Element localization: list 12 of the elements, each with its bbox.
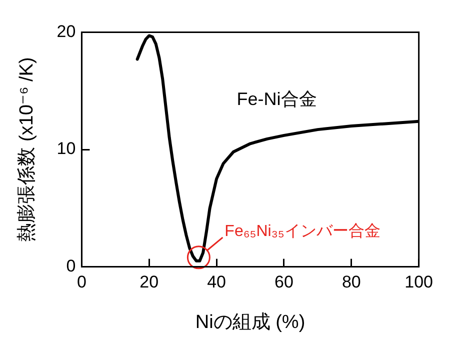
x-axis-title: Niの組成 (%) — [195, 312, 306, 333]
x-tick-label: 40 — [207, 272, 226, 292]
x-tick-label: 80 — [342, 272, 361, 292]
y-tick-label: 0 — [66, 256, 76, 276]
x-tick-label: 100 — [404, 272, 434, 292]
y-tick-label: 20 — [56, 22, 76, 41]
annotation: Fe₆₅Ni₃₅インバー合金 — [224, 222, 380, 240]
annotation: Fe-Ni合金 — [236, 89, 317, 110]
y-axis-title: 熱膨張係数 (x10⁻⁶ /K) — [16, 57, 38, 242]
x-tick-label: 20 — [140, 272, 159, 292]
x-tick-label: 60 — [274, 272, 294, 292]
y-tick-label: 10 — [56, 139, 76, 158]
